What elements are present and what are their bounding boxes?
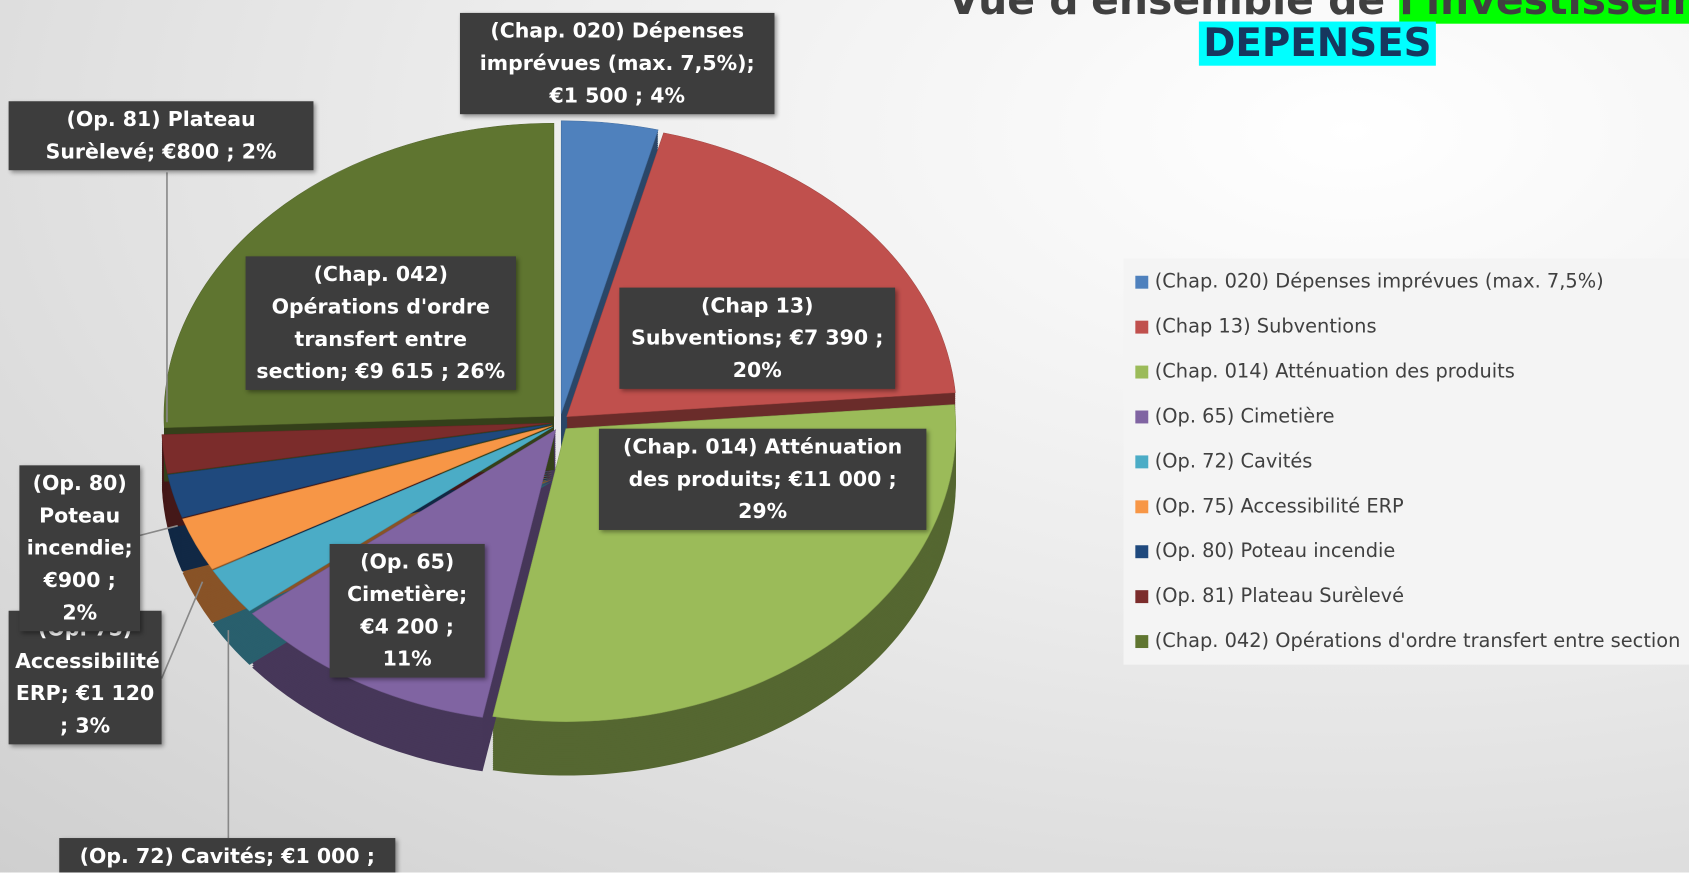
legend-label: (Op. 75) Accessibilité ERP	[1155, 494, 1404, 517]
data-label: (Op. 72) Cavités; €1 000 ; 3%	[59, 838, 396, 873]
title: Vue d'ensemble de l'investissement	[948, 0, 1689, 24]
data-label: (Chap. 020) Dépenses imprévues (max. 7,5…	[459, 12, 775, 115]
legend-label: (Chap. 042) Opérations d'ordre transfert…	[1155, 629, 1681, 652]
legend-swatch	[1135, 320, 1149, 334]
legend-swatch	[1135, 635, 1149, 649]
slice	[560, 120, 659, 414]
data-label: (Op. 65) Cimetière; €4 200 ; 11%	[329, 543, 485, 678]
data-label: (Op. 80) Poteau incendie; €900 ; 2%	[19, 465, 141, 632]
slice	[212, 426, 554, 612]
data-label: (Chap. 042) Opérations d'ordre transfert…	[245, 256, 516, 390]
legend-box	[1123, 258, 1689, 665]
leader-line	[139, 524, 178, 537]
legend-swatch	[1135, 275, 1149, 289]
pie-tops	[161, 120, 957, 722]
legend-swatch	[1135, 500, 1149, 514]
slice	[161, 422, 552, 474]
slice	[182, 425, 553, 570]
legend-label: (Op. 72) Cavités	[1155, 449, 1313, 472]
legend-swatch	[1135, 545, 1149, 559]
legend-label: (Op. 80) Poteau incendie	[1155, 539, 1396, 562]
legend-label: (Op. 81) Plateau Surèlevé	[1155, 584, 1404, 607]
legend-label: (Chap 13) Subventions	[1155, 315, 1377, 338]
legend: (Chap. 020) Dépenses imprévues (max. 7,5…	[1135, 270, 1680, 652]
legend-swatch	[1135, 365, 1149, 379]
legend-swatch	[1135, 410, 1149, 424]
legend-label: (Op. 65) Cimetière	[1155, 404, 1335, 427]
data-label: (Chap. 014) Atténuation des produits; €1…	[598, 428, 927, 530]
slice	[167, 424, 552, 518]
data-label: (Op. 81) Plateau Surèlevé; €800 ; 2%	[8, 101, 314, 171]
legend-swatch	[1135, 590, 1149, 604]
legend-swatch	[1135, 455, 1149, 469]
subtitle: DEPENSES	[1198, 21, 1436, 66]
title-text: Vue d'ensemble de	[947, 0, 1386, 24]
leader-lines	[139, 172, 230, 839]
leader-line	[160, 581, 204, 679]
legend-label: (Chap. 014) Atténuation des produits	[1155, 360, 1515, 383]
data-label: (Chap 13) Subventions; €7 390 ; 20%	[619, 287, 896, 389]
legend-label: (Chap. 020) Dépenses imprévues (max. 7,5…	[1155, 270, 1604, 293]
title-highlight: l'investissement	[1399, 0, 1689, 24]
